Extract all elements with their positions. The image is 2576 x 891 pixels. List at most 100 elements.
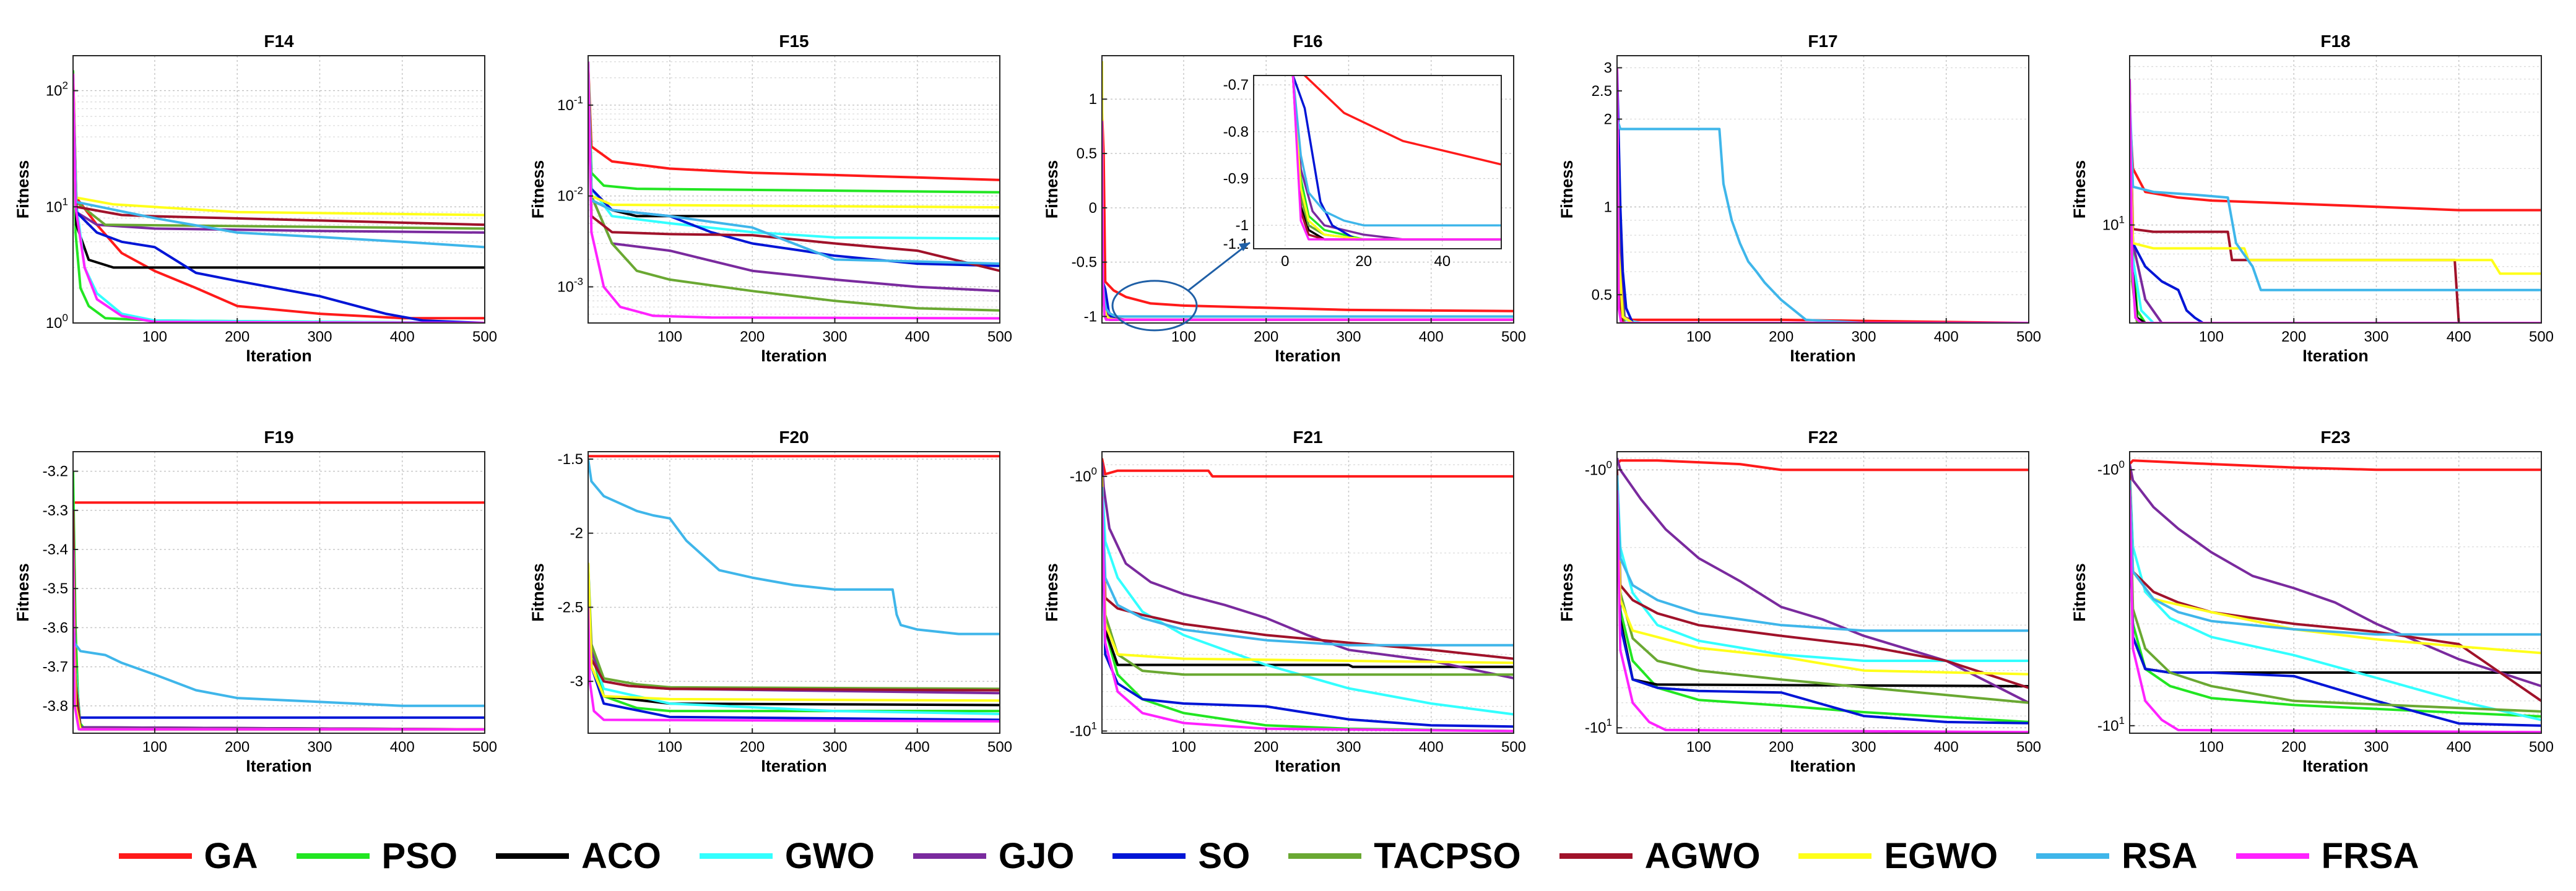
series-line-agwo — [1102, 481, 1514, 660]
legend-swatch — [118, 853, 192, 859]
x-tick-label: 200 — [2281, 329, 2306, 345]
y-tick-label: 0.5 — [1077, 145, 1097, 162]
series-line-frsa — [1617, 67, 2029, 323]
x-tick-label: 500 — [1501, 329, 1526, 345]
x-tick-label: 100 — [142, 329, 167, 345]
y-axis-label: Fitness — [529, 160, 547, 219]
x-tick-label: 100 — [2199, 739, 2224, 755]
chart-title: F21 — [1293, 428, 1322, 447]
x-tick-label: 200 — [1254, 739, 1278, 755]
legend-label: GJO — [998, 835, 1075, 876]
y-axis-label: Fitness — [2070, 160, 2089, 219]
legend-swatch — [699, 853, 773, 859]
x-tick-label: 200 — [740, 739, 765, 755]
inset-box — [1253, 75, 1502, 249]
axes-box — [1101, 451, 1514, 734]
series-line-rsa — [588, 61, 1000, 265]
legend-swatch — [296, 853, 370, 859]
plot-area — [1617, 56, 2029, 323]
x-tick-label: 500 — [2016, 329, 2041, 345]
y-tick-label: -3.2 — [43, 463, 68, 480]
x-tick-label: 200 — [1254, 329, 1278, 345]
y-tick-label: 0.5 — [1592, 286, 1612, 303]
series-line-pso — [2130, 499, 2541, 718]
series-line-rsa — [1617, 475, 2029, 632]
chart-title: F20 — [779, 428, 809, 447]
legend-item-gwo: GWO — [699, 835, 875, 877]
series-line-rsa — [1617, 118, 2029, 323]
legend-swatch — [1559, 853, 1633, 859]
x-tick-label: 500 — [1501, 739, 1526, 755]
series-group — [2130, 459, 2541, 733]
y-tick-label: -100 — [2097, 458, 2125, 478]
chart-title: F14 — [264, 32, 294, 51]
zoom-ellipse — [1111, 280, 1198, 332]
x-axis-label: Iteration — [761, 757, 827, 775]
chart-f17: 100 200 300 400 500 0.5 1 2 2.5 3 F17 Iteration Fitn… — [1558, 32, 2041, 365]
x-tick-label: 400 — [1419, 739, 1444, 755]
x-tick-label: 300 — [2364, 739, 2388, 755]
legend-item-agwo: AGWO — [1559, 835, 1760, 877]
y-tick-label: 10-2 — [557, 185, 583, 205]
inset-zoom: 0 20 40-1.1-1-0.9-0.8-0.7 — [1111, 75, 1502, 332]
x-tick-label: 300 — [1851, 329, 1876, 345]
x-tick-label: 200 — [225, 739, 249, 755]
legend: GA PSO ACO GWO GJO SO TACPSO AGWO EGWO RSA FRSA — [0, 828, 2576, 884]
y-axis-label: Fitness — [1043, 160, 1061, 219]
series-line-frsa — [588, 607, 1000, 723]
x-tick-label: 400 — [390, 739, 415, 755]
chart-title: F22 — [1808, 428, 1837, 447]
series-line-ga — [1102, 458, 1514, 478]
legend-swatch — [496, 853, 570, 859]
inset-y-tick-label: -1 — [1236, 217, 1249, 234]
y-tick-label: 1 — [1089, 91, 1097, 108]
chart-title: F17 — [1808, 32, 1837, 51]
series-group — [1617, 67, 2029, 323]
legend-swatch — [2036, 853, 2110, 859]
series-line-gwo — [1617, 470, 2029, 662]
series-line-gjo — [1102, 462, 1514, 679]
axes-box — [2129, 451, 2542, 734]
x-tick-label: 200 — [225, 329, 249, 345]
x-tick-label: 100 — [1171, 739, 1196, 755]
y-axis-label: Fitness — [2070, 563, 2089, 622]
x-tick-label: 400 — [1419, 329, 1444, 345]
y-tick-label: 101 — [2102, 214, 2125, 234]
axes-box — [72, 55, 485, 324]
y-tick-label: -3.4 — [43, 541, 68, 558]
y-tick-label: -101 — [2097, 715, 2125, 734]
y-tick-label: -3.6 — [43, 619, 68, 636]
plot-area — [2130, 452, 2541, 733]
plot-area — [73, 452, 485, 733]
x-axis-label: Iteration — [2302, 757, 2369, 775]
x-tick-label: 400 — [905, 329, 930, 345]
y-tick-label: 102 — [46, 80, 68, 100]
chart-f19: 100 200 300 400 500 -3.8 -3.7 -3.6 -3.5 -3.4 -3.3 -… — [14, 428, 497, 775]
x-tick-label: 500 — [472, 739, 497, 755]
x-tick-label: 100 — [1686, 739, 1711, 755]
grid — [588, 56, 1000, 324]
x-axis-label: Iteration — [1790, 757, 1856, 775]
x-tick-label: 500 — [987, 329, 1012, 345]
y-tick-label: -2 — [570, 525, 583, 542]
series-line-frsa — [1617, 490, 2029, 733]
x-tick-label: 100 — [657, 739, 682, 755]
x-tick-label: 200 — [2281, 739, 2306, 755]
legend-item-pso: PSO — [296, 835, 458, 877]
y-tick-label: 2 — [1604, 111, 1612, 128]
legend-item-so: SO — [1112, 835, 1250, 877]
x-tick-label: 300 — [1336, 329, 1361, 345]
series-line-rsa — [2130, 480, 2541, 636]
y-tick-label: 3 — [1604, 60, 1612, 77]
y-tick-label: 10-1 — [557, 94, 583, 114]
y-axis-label: Fitness — [14, 563, 32, 622]
axes-box — [2129, 55, 2542, 324]
axes-box — [588, 451, 1000, 734]
legend-item-aco: ACO — [496, 835, 661, 877]
y-axis-label: Fitness — [14, 160, 32, 219]
series-line-so — [1617, 67, 2029, 323]
legend-item-tacpso: TACPSO — [1288, 835, 1521, 877]
x-axis-label: Iteration — [2302, 346, 2369, 365]
series-group — [2130, 79, 2541, 323]
series-line-so — [2130, 499, 2541, 727]
